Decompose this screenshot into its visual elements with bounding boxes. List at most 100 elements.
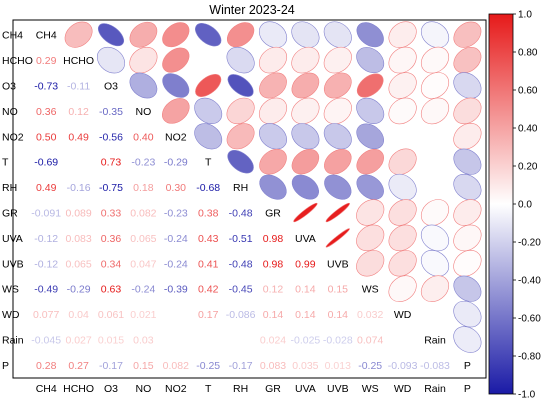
corr-ellipse-no-uva — [291, 97, 320, 125]
corr-value-p-no: 0.15 — [133, 360, 154, 372]
corr-value-gr-ch4: -0.091 — [31, 208, 61, 220]
x-tick-label-gr: GR — [265, 383, 281, 395]
corr-value-no2-o3: -0.56 — [99, 131, 123, 143]
corr-ellipse-no-p — [453, 97, 482, 125]
colorbar-tick-label: 0.20 — [518, 162, 538, 173]
corr-ellipse-gr-uvb — [325, 202, 350, 223]
corr-value-wd-no: 0.021 — [130, 309, 156, 321]
x-tick-label-t: T — [205, 383, 212, 395]
colorbar-tick-label: -0.60 — [518, 314, 541, 325]
corr-ellipse-hcho-p — [453, 47, 482, 74]
corr-value-gr-no: 0.082 — [130, 208, 156, 220]
corr-ellipse-o3-gr — [259, 72, 287, 99]
corr-ellipse-wd-p — [453, 300, 482, 328]
corr-ellipse-no-no2 — [162, 98, 190, 124]
corr-value-ws-t: 0.42 — [198, 284, 219, 296]
corr-value-uvb-gr: 0.98 — [263, 258, 284, 270]
diagonal-label-p: P — [464, 360, 471, 372]
corr-value-o3-ch4: -0.73 — [34, 81, 58, 93]
corr-value-rain-uva: -0.025 — [291, 335, 321, 347]
corr-value-ws-uva: 0.14 — [295, 284, 316, 296]
corr-ellipse-uvb-wd — [388, 250, 417, 277]
corr-ellipse-ch4-rh — [226, 22, 255, 48]
y-axis-labels: CH4 HCHO O3 NO NO2 T RH GR UVA UVB WS WD Rain P — [2, 30, 33, 372]
corr-ellipse-o3-rh — [227, 74, 254, 97]
x-tick-label-wd: WD — [394, 383, 412, 395]
diagonal-label-ch4: CH4 — [36, 30, 57, 42]
corr-value-ws-no2: -0.39 — [164, 284, 188, 296]
colorbar-tick-label: 1.0 — [518, 10, 532, 21]
corr-value-hcho-ch4: 0.29 — [36, 55, 57, 67]
x-tick-label-rh: RH — [233, 383, 248, 395]
corr-ellipse-rh-uvb — [324, 174, 352, 200]
corr-ellipse-no2-ws — [356, 123, 384, 150]
y-tick-label-hcho: HCHO — [2, 55, 33, 67]
corr-value-t-o3: 0.73 — [101, 157, 122, 169]
corr-value-t-no2: -0.29 — [164, 157, 188, 169]
y-tick-label-ws: WS — [2, 284, 19, 296]
corr-ellipse-ch4-ws — [356, 22, 384, 48]
corr-value-wd-o3: 0.061 — [98, 309, 124, 321]
corr-ellipse-hcho-uva — [291, 46, 320, 74]
corr-ellipse-ch4-o3 — [97, 23, 125, 47]
corr-ellipse-ws-wd — [388, 275, 417, 302]
corr-value-no2-hcho: 0.49 — [68, 131, 89, 143]
corr-ellipse-uva-ws — [356, 224, 385, 252]
corr-ellipse-ch4-t — [195, 23, 222, 47]
corr-value-uvb-rh: -0.48 — [229, 258, 253, 270]
y-tick-label-no2: NO2 — [2, 131, 24, 143]
corr-value-p-o3: -0.17 — [99, 360, 123, 372]
corr-ellipse-no2-uvb — [323, 123, 352, 150]
colorbar-tick-label: 0.80 — [518, 48, 538, 59]
corr-ellipse-hcho-wd — [388, 46, 417, 74]
x-tick-label-uvb: UVB — [327, 383, 349, 395]
corr-ellipse-no-wd — [388, 97, 417, 125]
corr-ellipse-no-gr — [258, 97, 288, 125]
corr-ellipse-t-gr — [259, 148, 287, 175]
corr-ellipse-t-p — [453, 148, 482, 175]
corr-value-wd-ws: 0.032 — [357, 309, 383, 321]
corr-ellipse-gr-wd — [388, 199, 417, 226]
corr-ellipse-rh-gr — [259, 174, 287, 200]
corr-ellipse-uva-wd — [388, 224, 417, 252]
corr-ellipse-t-uva — [291, 149, 320, 175]
corr-ellipse-rh-uva — [291, 174, 319, 200]
corr-value-rain-gr: 0.024 — [260, 335, 286, 347]
corr-ellipse-gr-ws — [356, 199, 385, 226]
matrix-frame — [12, 19, 487, 379]
corr-value-gr-rh: -0.48 — [229, 208, 253, 220]
corr-ellipse-uvb-rain — [420, 250, 450, 277]
corr-value-rh-no2: 0.30 — [166, 182, 187, 194]
corr-value-uvb-no: 0.047 — [130, 258, 156, 270]
corr-ellipse-no-t — [194, 97, 223, 125]
corr-value-uva-t: 0.43 — [198, 233, 219, 245]
x-tick-label-uva: UVA — [295, 383, 316, 395]
corr-value-rain-hcho: 0.027 — [65, 335, 91, 347]
colorbar-tick-label: -0.40 — [518, 276, 541, 287]
corr-value-p-gr: 0.083 — [260, 360, 286, 372]
corr-value-uvb-hcho: 0.065 — [65, 258, 91, 270]
corr-value-ws-ch4: -0.49 — [34, 284, 58, 296]
corr-value-gr-no2: -0.23 — [164, 208, 188, 220]
corr-value-uva-rh: -0.51 — [229, 233, 253, 245]
corr-value-rh-hcho: -0.16 — [67, 182, 91, 194]
diagonal-label-rain: Rain — [424, 335, 446, 347]
diagonal-label-wd: WD — [394, 309, 412, 321]
diagonal-label-t: T — [205, 157, 212, 169]
colorbar-tick-label: 0.0 — [518, 200, 532, 211]
corr-ellipse-ch4-rain — [420, 21, 450, 48]
corr-value-uvb-t: 0.41 — [198, 258, 219, 270]
diagonal-label-ws: WS — [362, 284, 379, 296]
corr-ellipse-o3-ws — [356, 73, 384, 98]
corr-value-ws-rh: -0.45 — [229, 284, 253, 296]
corr-value-no2-ch4: 0.50 — [36, 131, 57, 143]
x-tick-label-ws: WS — [362, 383, 379, 395]
corr-value-rain-uvb: -0.028 — [323, 335, 353, 347]
corr-value-gr-t: 0.38 — [198, 208, 219, 220]
corr-ellipse-ch4-wd — [388, 21, 417, 48]
corr-ellipse-rh-ws — [356, 174, 384, 200]
corr-value-rh-ch4: 0.49 — [36, 182, 57, 194]
corr-value-uvb-no2: -0.24 — [164, 258, 188, 270]
diagonal-label-uvb: UVB — [327, 258, 349, 270]
corr-ellipse-gr-rain — [420, 199, 450, 226]
